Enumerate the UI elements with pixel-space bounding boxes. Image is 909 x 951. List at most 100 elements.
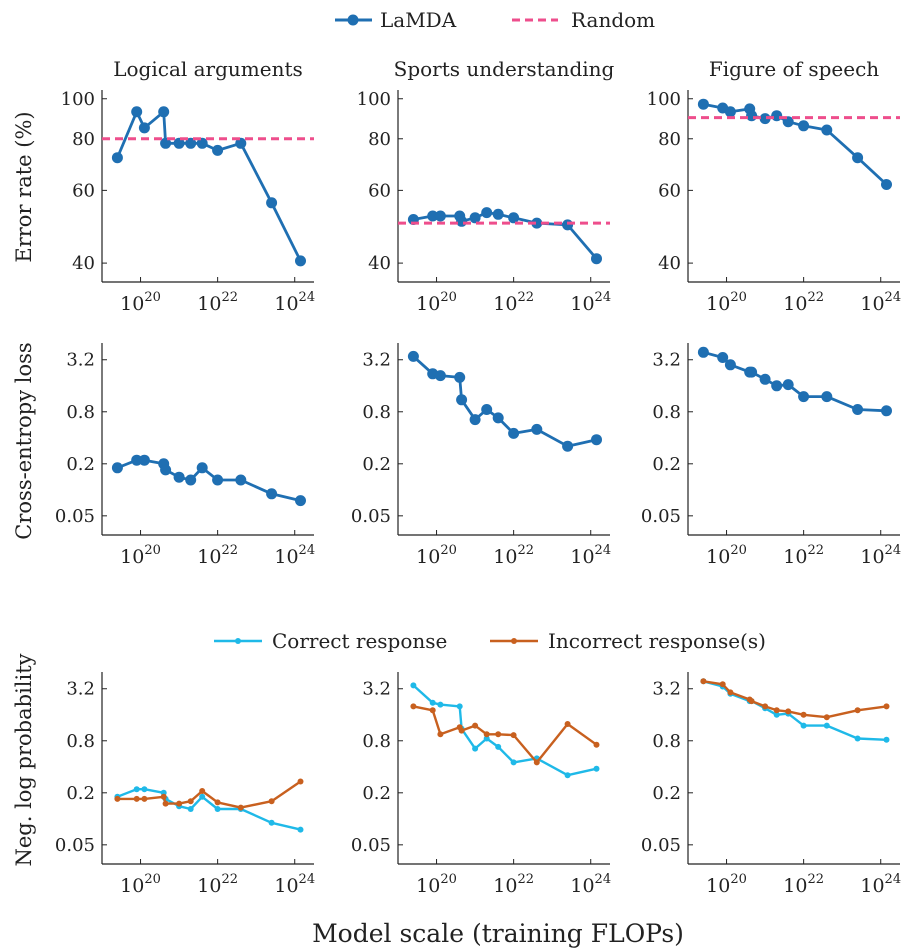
data-point	[854, 735, 861, 742]
panel-0-2: Figure of speech 40 60 80 100 1020 1022 1024	[647, 57, 901, 315]
y-tick-label: 0.05	[55, 506, 95, 527]
data-point	[235, 474, 247, 486]
x-tick-label: 1020	[120, 290, 161, 315]
data-point	[212, 474, 224, 486]
data-point	[173, 137, 185, 149]
x-tick-label: 1022	[197, 872, 238, 897]
legend-incorrect-label: Incorrect response(s)	[548, 629, 766, 653]
panel-0-1: Sports understanding 40 60 80 100 1020 1022 102…	[357, 57, 615, 315]
data-point	[114, 795, 121, 802]
y-tick-label: 3.2	[652, 350, 681, 371]
panel-2-2: 0.05 0.2 0.8 3.2 1020 1022 1024	[641, 672, 901, 897]
data-point	[719, 681, 726, 688]
data-point	[495, 731, 502, 738]
data-point	[759, 113, 771, 125]
data-point	[510, 732, 517, 739]
panel-2-0: 0.05 0.2 0.8 3.2 1020 1022 1024	[55, 672, 315, 897]
x-tick-label: 1024	[274, 543, 315, 568]
data-point	[564, 772, 571, 779]
y-tick-label: 60	[658, 180, 681, 201]
y-tick-label: 0.05	[55, 835, 95, 856]
x-tick-label: 1022	[197, 543, 238, 568]
data-point	[131, 454, 143, 466]
data-point	[771, 380, 783, 392]
data-point	[593, 765, 600, 772]
data-point	[759, 373, 771, 385]
data-point	[407, 350, 419, 362]
legend-random-label: Random	[571, 8, 655, 32]
data-point	[173, 471, 185, 483]
data-point	[458, 727, 465, 734]
x-tick-label: 1024	[570, 872, 611, 897]
y-tick-label: 0.8	[652, 731, 681, 752]
x-tick-label: 1020	[120, 872, 161, 897]
data-point	[185, 137, 197, 149]
data-point	[437, 701, 444, 708]
data-point	[727, 689, 734, 696]
data-point	[508, 212, 520, 224]
data-point	[798, 120, 810, 132]
data-point	[212, 144, 224, 156]
data-point	[138, 454, 150, 466]
data-point	[297, 826, 304, 833]
data-point	[111, 152, 123, 164]
y-tick-label: 80	[368, 129, 391, 150]
legend-correct-marker	[235, 638, 241, 644]
data-point	[854, 707, 861, 714]
data-point	[782, 379, 794, 391]
x-axis-label: Model scale (training FLOPs)	[312, 919, 684, 948]
row-label-neg-log-prob: Neg. log probability	[12, 653, 36, 866]
data-point	[591, 434, 602, 446]
y-tick-label: 0.05	[641, 835, 681, 856]
data-point	[158, 106, 170, 118]
data-point	[268, 819, 275, 826]
data-point	[456, 394, 468, 406]
y-tick-label: 3.2	[362, 679, 391, 700]
x-tick-label: 1024	[274, 872, 315, 897]
x-tick-label: 1024	[274, 290, 315, 315]
y-tick-label: 3.2	[652, 679, 681, 700]
legend-lamda-label: LaMDA	[380, 8, 457, 32]
data-point	[773, 711, 780, 718]
data-point	[821, 391, 833, 403]
data-point	[746, 366, 758, 378]
data-point	[456, 215, 468, 227]
data-point	[427, 210, 439, 222]
panel-0-0: Logical arguments 40 60 80 100 1020 1022 1024	[61, 57, 315, 315]
data-point	[199, 788, 206, 794]
data-point	[187, 806, 194, 812]
x-tick-label: 1022	[493, 872, 534, 897]
y-tick-label: 100	[647, 89, 681, 110]
data-point	[883, 703, 890, 710]
data-point	[531, 217, 543, 229]
y-tick-label: 40	[368, 253, 391, 274]
x-tick-label: 1024	[570, 290, 611, 315]
x-tick-label: 1020	[416, 543, 457, 568]
panel-title: Logical arguments	[113, 57, 303, 81]
y-tick-label: 0.2	[652, 783, 681, 804]
y-tick-label: 0.05	[641, 506, 681, 527]
data-point	[492, 208, 504, 220]
row-label-cross-entropy: Cross-entropy loss	[12, 342, 36, 539]
data-point	[746, 110, 758, 122]
data-point	[469, 414, 481, 426]
panel-2-1: 0.05 0.2 0.8 3.2 1020 1022 1024	[351, 672, 611, 897]
data-point	[724, 106, 736, 118]
x-tick-label: 1022	[197, 290, 238, 315]
y-tick-label: 80	[658, 129, 681, 150]
row-label-error-rate: Error rate (%)	[12, 111, 36, 262]
x-tick-label: 1022	[493, 543, 534, 568]
data-point	[800, 711, 807, 718]
data-point	[771, 110, 783, 122]
data-point	[266, 488, 278, 500]
y-tick-label: 3.2	[66, 350, 95, 371]
data-point	[748, 698, 755, 705]
data-point	[131, 106, 143, 118]
data-point	[196, 137, 208, 149]
panel-title: Figure of speech	[709, 57, 879, 81]
x-tick-label: 1024	[860, 872, 901, 897]
data-point	[133, 786, 140, 793]
x-tick-label: 1020	[706, 290, 747, 315]
legend-lamda-marker	[347, 14, 359, 26]
x-tick-label: 1022	[783, 290, 824, 315]
